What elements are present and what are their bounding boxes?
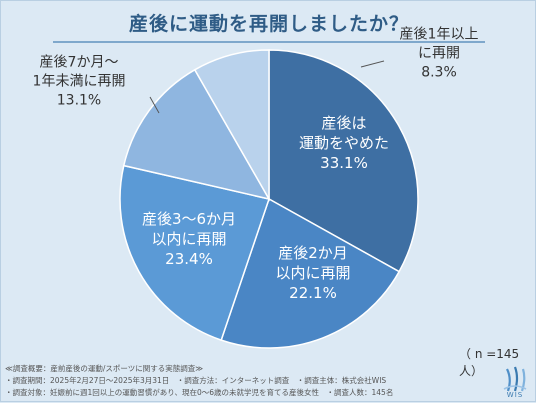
survey-footnotes: ≪調査概要：産前産後の運動/スポーツに関する実態調査≫ ・調査期間：2025年2… (5, 363, 485, 399)
pie-slice (122, 68, 271, 201)
pie-slice (193, 49, 270, 202)
slice-value-label: 22.1% (289, 284, 337, 302)
slice-value-label: 23.4% (165, 250, 213, 268)
slice-category-label: 以内に再開 (151, 230, 226, 248)
slice-category-label: に再開 (418, 46, 460, 62)
wis-logo-icon (503, 366, 527, 392)
pie-slice (220, 197, 401, 349)
title-underline (53, 41, 485, 43)
slice-category-label: 以内に再開 (275, 264, 350, 282)
sample-size: （ n =145 人） (459, 347, 520, 378)
wis-logo: WIS (498, 365, 532, 401)
footnote-line: ・調査期間：2025年2月27日〜2025年3月31日 ・調査方法：インターネッ… (5, 376, 387, 385)
wis-logo-text: WIS (506, 391, 524, 399)
slice-category-label: 産後2か月 (278, 244, 348, 262)
footnote-line: ≪調査概要：産前産後の運動/スポーツに関する実態調査≫ (5, 364, 204, 373)
pie-slice (268, 49, 419, 273)
slice-category-label: 産後1年以上 (400, 27, 479, 43)
slice-value-label: 8.3% (421, 65, 457, 81)
chart-title: 産後に運動を再開しましたか？ (128, 13, 409, 35)
slice-category-label: 運動をやめた (299, 134, 389, 152)
slice-category-label: 産後は (321, 114, 366, 132)
slice-value-label: 13.1% (57, 93, 101, 109)
slice-category-label: 産後3〜6か月 (142, 210, 236, 228)
slice-category-label: 1年未満に再開 (33, 74, 126, 90)
slice-category-label: 産後7か月〜 (40, 55, 119, 71)
leader-line (149, 96, 160, 114)
leader-line (360, 60, 385, 68)
pie-slice (119, 164, 270, 342)
slice-value-label: 33.1% (320, 154, 368, 172)
footnote-line: ・調査対象：妊娠前に週1回以上の運動習慣があり、現在0〜6歳の未就学児を育てる産… (5, 388, 394, 397)
